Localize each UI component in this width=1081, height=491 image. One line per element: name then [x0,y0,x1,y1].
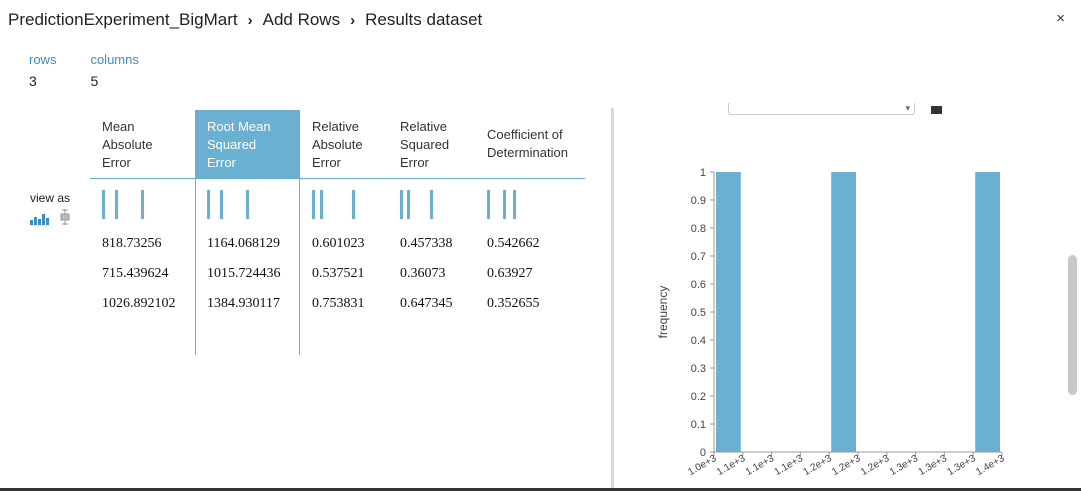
close-icon[interactable]: × [1056,10,1065,27]
sparkline-rmse[interactable] [195,189,300,219]
y-tick-label: 0.5 [691,307,706,319]
table-header: Mean Absolute Error Root Mean Squared Er… [90,110,585,179]
histogram-view-icon[interactable] [30,213,50,225]
y-tick-label: 0.9 [691,195,706,207]
x-tick-label: 1.4e+3 [974,453,1007,478]
breadcrumb-separator-icon: › [350,11,356,29]
table-cell: 0.647345 [400,296,453,311]
table-cell: 818.73256 [102,236,162,251]
sparkline-rae[interactable] [300,189,388,219]
table-row: 1026.892102 1384.930117 0.753831 0.64734… [90,289,585,319]
compare-to-dropdown[interactable]: ▾ [728,103,915,115]
table-row: 818.73256 1164.068129 0.601023 0.457338 … [90,229,585,259]
y-tick-label: 0.6 [691,279,706,291]
options-icon[interactable] [931,106,942,114]
columns-value: 5 [90,73,99,89]
column-header-cod[interactable]: Coefficient of Determination [487,127,568,160]
x-tick-label: 1.1e+3 [773,453,806,478]
table-row: 715.439624 1015.724436 0.537521 0.36073 … [90,259,585,289]
y-tick-label: 0.1 [691,419,706,431]
x-tick-label: 1.1e+3 [744,453,777,478]
vertical-scrollbar[interactable] [1068,255,1077,395]
boxplot-view-icon[interactable] [60,209,70,225]
sparkline-rse[interactable] [388,189,475,219]
breadcrumb-item-experiment[interactable]: PredictionExperiment_BigMart [8,10,238,29]
table-cell: 0.542662 [487,236,540,251]
table-cell: 1384.930117 [207,296,280,311]
histogram-bar [831,172,856,452]
y-tick-label: 0.4 [691,335,706,347]
table-cell: 1015.724436 [207,266,281,281]
y-tick-label: 0.2 [691,391,706,403]
table-cell: 0.753831 [312,296,365,311]
dataset-stats: rows 3 columns 5 [29,52,139,89]
view-as-label: view as [30,191,71,205]
y-tick-label: 1 [700,167,706,179]
table-cell: 1164.068129 [207,236,280,251]
histogram-chart: 00.10.20.30.40.50.60.70.80.91 1.0e+31.1e… [656,167,1007,478]
breadcrumb: PredictionExperiment_BigMart › Add Rows … [8,10,482,30]
x-tick-label: 1.3e+3 [945,453,978,478]
table-cell: 0.36073 [400,266,446,281]
breadcrumb-separator-icon: › [247,11,253,29]
breadcrumb-item-results-dataset: Results dataset [365,10,483,29]
chevron-down-icon: ▾ [905,103,910,113]
table-cell: 0.537521 [312,266,365,281]
table-cell: 715.439624 [102,266,169,281]
column-header-rmse[interactable]: Root Mean Squared Error [195,110,300,178]
table-cell: 1026.892102 [102,296,176,311]
column-header-rse[interactable]: Relative Squared Error [400,119,450,170]
table-cell: 0.352655 [487,296,540,311]
columns-label: columns [90,52,139,67]
histogram-bar [716,172,741,452]
sparkline-row [90,179,585,229]
column-header-mae[interactable]: Mean Absolute Error [102,119,153,170]
column-header-rae[interactable]: Relative Absolute Error [312,119,363,170]
columns-stat: columns 5 [90,52,138,89]
results-table: Mean Absolute Error Root Mean Squared Er… [90,110,585,355]
y-tick-label: 0.8 [691,223,706,235]
bottom-border [0,488,1081,491]
rows-label: rows [29,52,57,67]
rows-value: 3 [29,73,37,89]
panel-divider[interactable] [611,108,614,491]
sparkline-cod[interactable] [475,189,585,219]
table-cell: 0.63927 [487,266,533,281]
x-tick-label: 1.3e+3 [888,453,921,478]
x-tick-label: 1.2e+3 [801,453,834,478]
y-tick-label: 0.3 [691,363,706,375]
x-tick-label: 1.1e+3 [715,453,748,478]
x-tick-label: 1.3e+3 [917,453,950,478]
x-tick-label: 1.2e+3 [830,453,863,478]
y-tick-label: 0.7 [691,251,706,263]
breadcrumb-item-add-rows[interactable]: Add Rows [262,10,341,29]
x-tick-label: 1.2e+3 [859,453,892,478]
histogram-bar [975,172,1000,452]
table-cell: 0.457338 [400,236,453,251]
y-axis-label: frequency [656,286,670,339]
y-tick-label: 0 [700,447,706,459]
view-as: view as [30,191,70,225]
table-cell: 0.601023 [312,236,365,251]
rows-stat: rows 3 [29,52,56,89]
sparkline-mae[interactable] [90,189,195,219]
